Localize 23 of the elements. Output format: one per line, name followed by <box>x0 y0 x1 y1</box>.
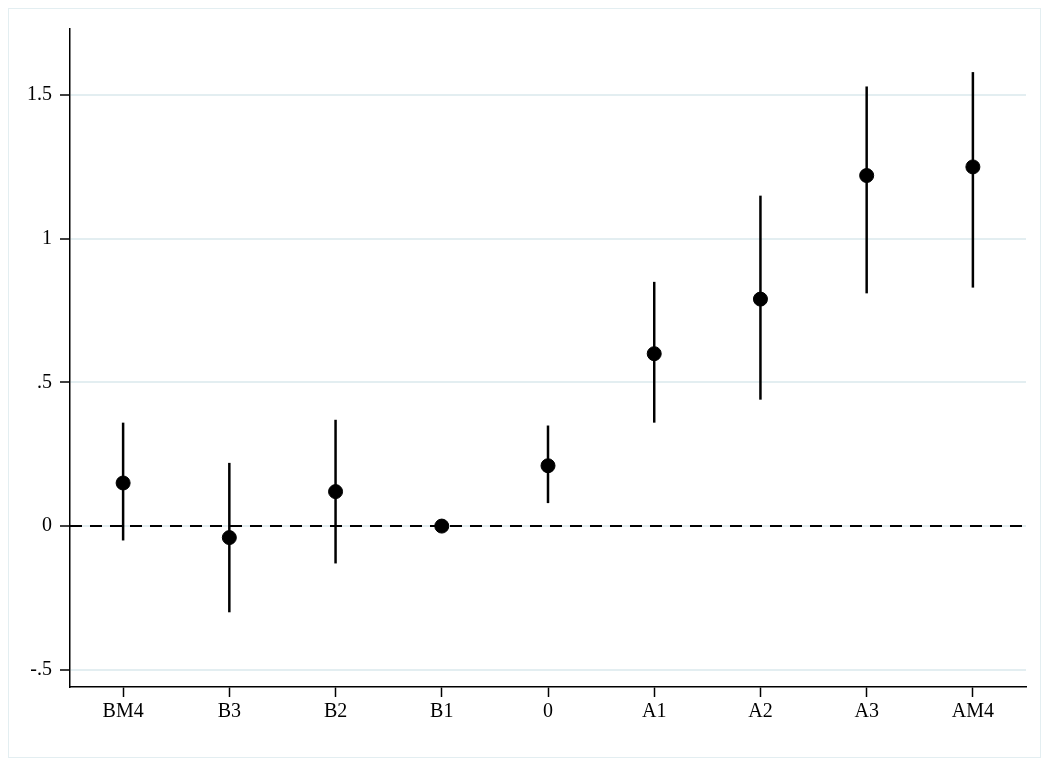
y-tick-label: -.5 <box>30 657 52 680</box>
y-tick-label: 0 <box>42 513 52 536</box>
x-tick-label: 0 <box>543 699 553 722</box>
point <box>646 346 662 362</box>
point <box>221 530 237 546</box>
point <box>434 518 450 534</box>
x-tick-label: B2 <box>323 699 348 722</box>
point <box>965 159 981 175</box>
x-tick-label: A2 <box>748 699 773 722</box>
point <box>752 291 768 307</box>
x-tick-label: B3 <box>217 699 242 722</box>
y-tick-label: 1 <box>42 226 52 249</box>
point <box>115 475 131 491</box>
y-tick-label: .5 <box>37 369 52 392</box>
point <box>540 458 556 474</box>
y-tick-label: 1.5 <box>27 82 52 105</box>
point <box>859 168 875 184</box>
x-tick-label: A3 <box>854 699 879 722</box>
x-tick-label: A1 <box>642 699 667 722</box>
point <box>328 484 344 500</box>
x-tick-label: B1 <box>430 699 454 722</box>
x-tick-label: BM4 <box>102 699 144 722</box>
x-tick-label: AM4 <box>951 699 995 722</box>
